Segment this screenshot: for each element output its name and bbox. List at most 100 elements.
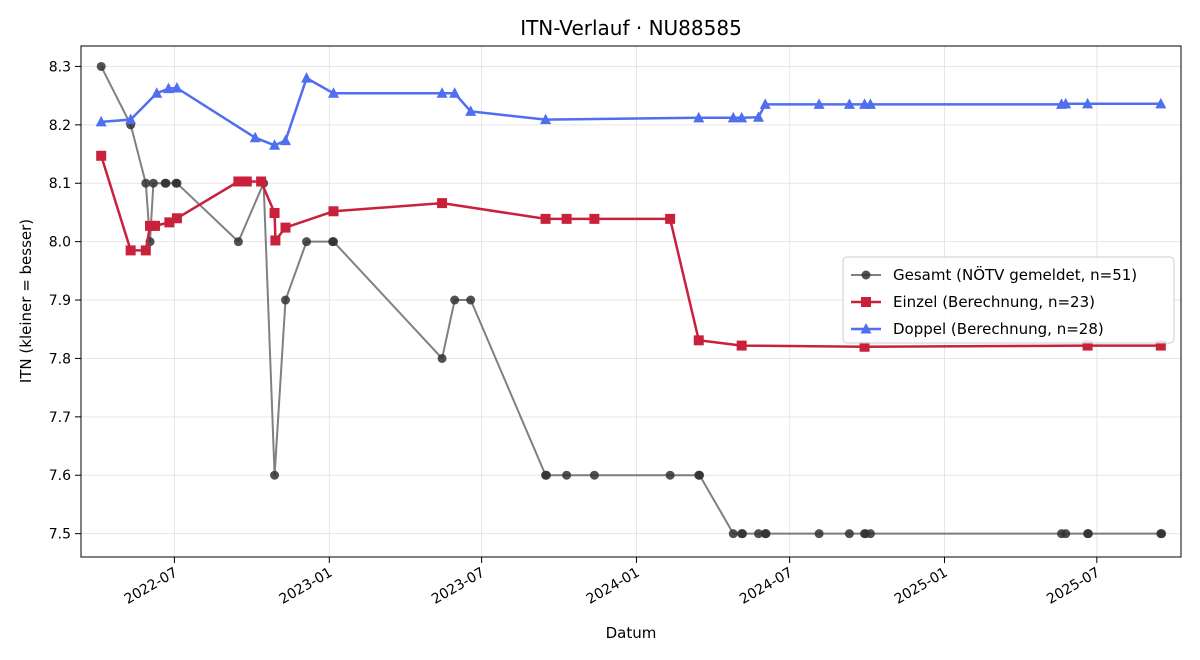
data-point-einzel	[1082, 340, 1093, 351]
data-point-einzel	[437, 198, 448, 209]
legend-label: Gesamt (NÖTV gemeldet, n=51)	[893, 265, 1137, 284]
data-point-doppel	[813, 98, 825, 109]
data-point-gesamt	[141, 178, 151, 188]
data-point-doppel	[864, 98, 876, 109]
series-doppel	[95, 72, 1167, 150]
data-point-doppel	[465, 105, 477, 116]
data-point-doppel	[163, 82, 175, 94]
data-point-einzel	[1155, 340, 1166, 351]
data-point-gesamt	[728, 529, 738, 539]
data-point-gesamt	[1061, 529, 1071, 539]
legend: Gesamt (NÖTV gemeldet, n=51) Einzel (Bere…	[842, 256, 1175, 344]
data-point-einzel	[140, 245, 151, 256]
data-point-doppel	[125, 113, 137, 125]
legend-marker-square	[861, 297, 871, 307]
data-point-doppel	[269, 139, 281, 150]
data-point-einzel	[589, 213, 600, 224]
data-point-doppel	[1082, 97, 1094, 109]
x-axis-ticks: 2022-07 2023-01 2023-07 2024-01 2024-07 2025-…	[122, 557, 1103, 608]
data-point-einzel	[150, 220, 161, 231]
data-point-einzel	[693, 335, 704, 346]
data-point-einzel	[269, 208, 280, 219]
data-point-gesamt	[233, 237, 243, 247]
data-point-doppel	[1155, 97, 1167, 109]
data-point-einzel	[328, 206, 339, 217]
series-einzel	[96, 150, 1166, 352]
data-point-gesamt	[814, 529, 824, 539]
data-point-gesamt	[96, 61, 106, 71]
legend-item-gesamt: Gesamt (NÖTV gemeldet, n=51)	[851, 265, 1137, 284]
chart-title: ITN-Verlauf · NU88585	[520, 16, 742, 40]
y-tick-label: 7.8	[49, 351, 71, 367]
data-point-gesamt	[761, 529, 771, 539]
y-tick-label: 8.2	[49, 118, 71, 134]
data-point-doppel	[727, 111, 739, 123]
data-point-gesamt	[754, 529, 764, 539]
data-point-einzel	[96, 150, 107, 161]
data-point-einzel	[125, 245, 136, 256]
y-tick-label: 7.9	[49, 293, 71, 309]
data-point-gesamt	[738, 529, 748, 539]
data-point-doppel	[759, 98, 771, 109]
data-point-doppel	[436, 87, 448, 98]
data-point-doppel	[171, 82, 183, 93]
data-point-doppel	[327, 87, 339, 98]
data-point-gesamt	[161, 178, 171, 188]
data-point-gesamt	[437, 353, 447, 363]
data-point-gesamt	[865, 529, 875, 539]
y-tick-label: 8.3	[49, 59, 71, 75]
data-point-einzel	[561, 213, 572, 224]
x-tick-label: 2024-07	[737, 565, 796, 608]
data-point-gesamt	[665, 470, 675, 480]
legend-label: Doppel (Berechnung, n=28)	[893, 320, 1104, 338]
data-point-gesamt	[589, 470, 599, 480]
data-point-einzel	[736, 340, 747, 351]
y-tick-label: 8.0	[49, 235, 71, 251]
data-point-gesamt	[328, 237, 338, 247]
y-tick-label: 7.5	[49, 527, 71, 543]
data-point-gesamt	[1083, 529, 1093, 539]
data-point-gesamt	[270, 470, 280, 480]
y-axis-ticks: 7.5 7.6 7.7 7.8 7.9 8.0 8.1 8.2 8.3	[49, 59, 81, 543]
data-point-gesamt	[172, 178, 182, 188]
data-point-einzel	[256, 176, 267, 187]
data-point-gesamt	[844, 529, 854, 539]
data-point-doppel	[843, 98, 855, 109]
data-point-gesamt	[148, 178, 158, 188]
data-point-einzel	[164, 217, 175, 228]
data-point-einzel	[233, 176, 244, 187]
x-tick-label: 2024-01	[584, 565, 643, 608]
x-tick-label: 2023-01	[277, 565, 336, 608]
series-line-doppel	[101, 76, 1161, 147]
data-point-gesamt	[695, 470, 705, 480]
data-point-einzel	[241, 176, 252, 187]
data-point-doppel	[280, 134, 292, 146]
x-tick-label: 2023-07	[429, 565, 488, 608]
data-point-gesamt	[466, 295, 476, 305]
y-tick-label: 7.7	[49, 410, 71, 426]
plot-area-series	[95, 61, 1167, 539]
y-axis-label: ITN (kleiner = besser)	[17, 219, 35, 383]
data-point-doppel	[301, 72, 313, 83]
data-point-einzel	[171, 213, 182, 224]
data-point-einzel	[280, 222, 291, 233]
x-tick-label: 2022-07	[122, 565, 181, 608]
legend-box	[842, 256, 1175, 344]
data-point-doppel	[736, 111, 748, 123]
legend-marker-triangle	[860, 323, 872, 334]
data-point-einzel	[540, 213, 551, 224]
data-point-gesamt	[562, 470, 572, 480]
legend-item-doppel: Doppel (Berechnung, n=28)	[851, 320, 1104, 338]
data-point-doppel	[249, 131, 261, 143]
data-point-gesamt	[541, 470, 551, 480]
data-point-einzel	[145, 220, 156, 231]
data-point-gesamt	[450, 295, 460, 305]
data-point-gesamt	[302, 237, 312, 247]
y-tick-label: 8.1	[49, 176, 71, 192]
data-point-doppel	[540, 113, 552, 125]
data-point-doppel	[753, 111, 765, 122]
data-point-doppel	[693, 111, 705, 123]
data-point-doppel	[1060, 97, 1072, 109]
legend-marker-circle	[861, 270, 871, 280]
data-point-doppel	[151, 87, 163, 98]
